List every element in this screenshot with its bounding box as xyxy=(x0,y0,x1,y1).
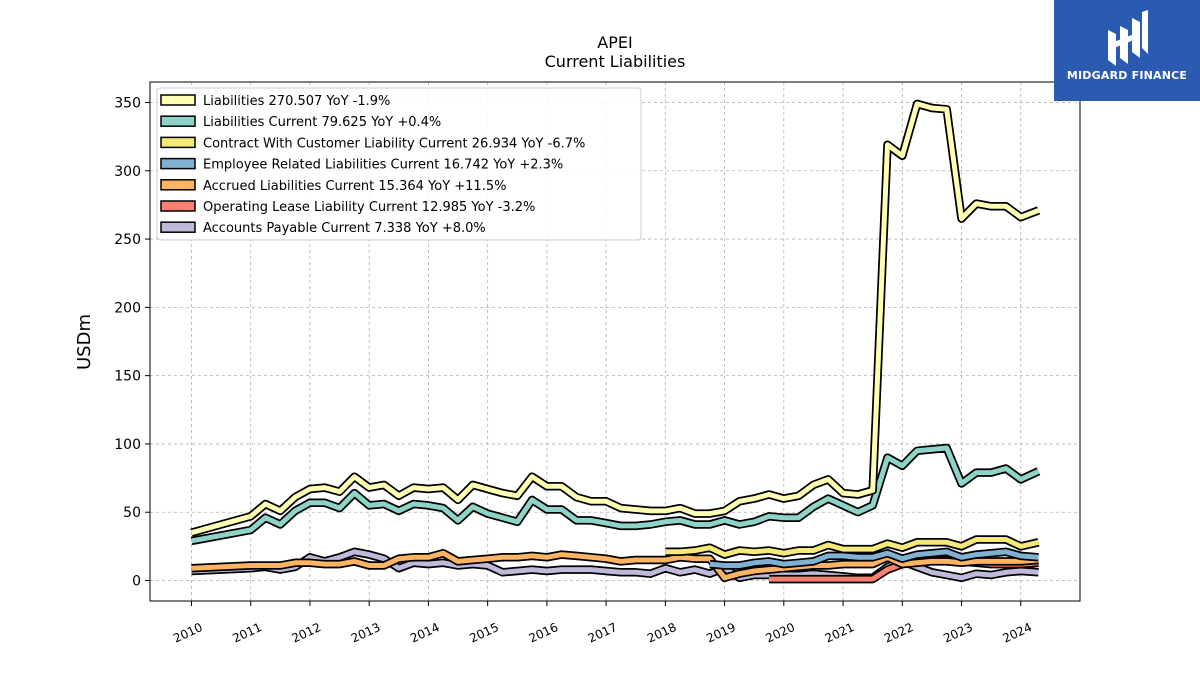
legend-swatch xyxy=(160,136,196,149)
plot-frame xyxy=(149,81,1081,602)
x-tick-label: 2012 xyxy=(290,620,324,646)
y-tick-label: 250 xyxy=(114,232,141,248)
x-tick-label: 2011 xyxy=(230,620,264,646)
logo-mark-icon xyxy=(1108,10,1148,66)
series-line xyxy=(709,549,1039,568)
y-tick-label: 300 xyxy=(114,164,141,180)
x-tick-label: 2015 xyxy=(467,620,501,646)
y-axis: 0 50 100 150 200 250 300 350 xyxy=(114,95,150,590)
x-tick-label: 2024 xyxy=(1000,620,1034,646)
series-line xyxy=(665,537,1040,558)
legend-entry: Employee Related Liabilities Current 16.… xyxy=(203,158,563,173)
x-tick-label: 2017 xyxy=(586,620,620,646)
y-tick-label: 350 xyxy=(114,95,141,111)
legend-swatch xyxy=(160,115,196,127)
series-lines xyxy=(190,99,1041,584)
chart-subtitle: Current Liabilities xyxy=(545,52,686,71)
legend-swatch xyxy=(160,179,196,191)
legend-entry: Contract With Customer Liability Current… xyxy=(203,136,585,151)
x-tick-label: 2022 xyxy=(882,620,916,646)
x-tick-label: 2023 xyxy=(941,620,975,646)
y-tick-label: 150 xyxy=(114,369,141,385)
x-tick-label: 2013 xyxy=(349,620,383,646)
x-tick-label: 2019 xyxy=(704,620,738,646)
legend-swatch xyxy=(160,157,196,170)
x-axis: 2010 2011 2012 2013 2014 2015 2016 2017 2018 2019… xyxy=(171,601,1034,646)
logo-text: MIDGARD FINANCE xyxy=(1066,69,1188,82)
series-line xyxy=(191,445,1040,544)
legend-swatch xyxy=(160,200,196,212)
x-tick-label: 2018 xyxy=(645,620,679,646)
legend-entry: Operating Lease Liability Current 12.985… xyxy=(203,200,535,215)
series-line xyxy=(190,101,1040,536)
legend-swatch xyxy=(160,221,196,233)
x-tick-label: 2016 xyxy=(527,620,561,646)
y-tick-label: 50 xyxy=(123,505,141,521)
x-tick-label: 2014 xyxy=(408,620,442,646)
chart-title: APEI xyxy=(597,33,632,52)
y-axis-label: USDm xyxy=(74,314,95,370)
x-tick-label: 2010 xyxy=(171,620,205,646)
y-tick-label: 200 xyxy=(114,300,141,316)
legend: Liabilities 270.507 YoY -1.9% Liabilities… xyxy=(156,87,642,241)
legend-entry: Liabilities Current 79.625 YoY +0.4% xyxy=(203,115,441,130)
y-tick-label: 0 xyxy=(132,574,141,590)
series-line xyxy=(191,550,1039,581)
legend-entry: Liabilities 270.507 YoY -1.9% xyxy=(203,94,390,109)
legend-entry: Accounts Payable Current 7.338 YoY +8.0% xyxy=(203,221,486,236)
midgard-finance-logo: MIDGARD FINANCE xyxy=(1054,0,1200,101)
y-tick-label: 100 xyxy=(114,437,141,453)
legend-box xyxy=(156,87,642,241)
x-tick-label: 2021 xyxy=(823,620,857,646)
legend-entry: Accrued Liabilities Current 15.364 YoY +… xyxy=(203,179,506,194)
legend-swatch xyxy=(160,94,196,106)
x-tick-label: 2020 xyxy=(763,620,797,646)
